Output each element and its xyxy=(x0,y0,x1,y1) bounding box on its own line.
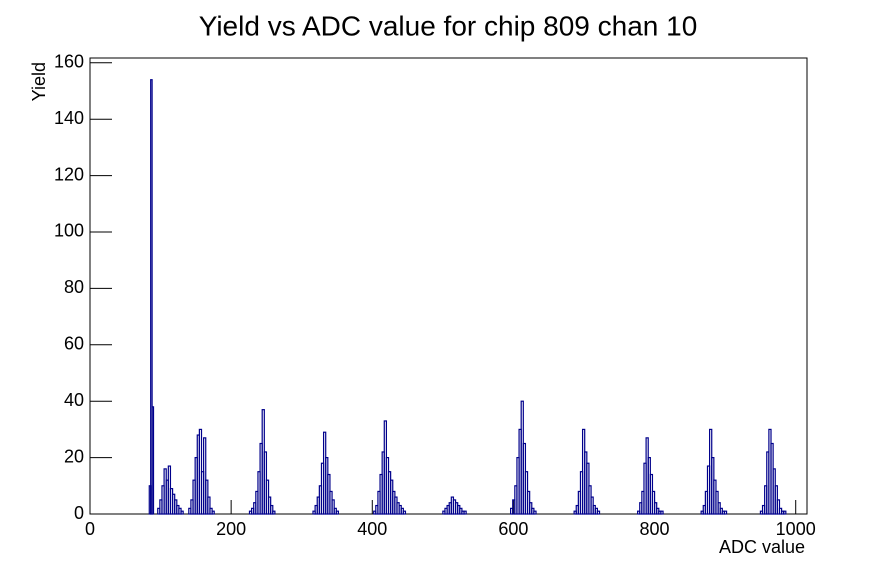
bar xyxy=(331,499,335,515)
x-tick-label: 600 xyxy=(498,519,528,539)
y-tick-label: 0 xyxy=(74,503,84,523)
x-axis-label: ADC value xyxy=(719,537,805,557)
x-tick-label: 800 xyxy=(640,519,670,539)
bar xyxy=(207,496,211,515)
bar xyxy=(151,406,155,515)
bar xyxy=(211,510,215,515)
bar xyxy=(783,510,787,515)
y-tick-label: 80 xyxy=(64,277,84,297)
y-axis-label: Yield xyxy=(29,62,49,101)
y-tick-label: 100 xyxy=(54,221,84,241)
bar xyxy=(180,510,184,515)
y-tick-label: 160 xyxy=(54,52,84,72)
y-tick-label: 40 xyxy=(64,390,84,410)
bar xyxy=(776,499,781,515)
bar xyxy=(203,437,207,515)
y-tick-label: 120 xyxy=(54,164,84,184)
bar xyxy=(270,504,274,515)
bar xyxy=(723,510,728,515)
x-tick-label: 1000 xyxy=(776,519,816,539)
bar xyxy=(463,510,467,515)
y-tick-label: 20 xyxy=(64,446,84,466)
bar xyxy=(402,510,407,515)
bar xyxy=(660,510,664,515)
bar xyxy=(272,510,276,515)
x-tick-label: 0 xyxy=(85,519,95,539)
y-tick-label: 140 xyxy=(54,108,84,128)
bar xyxy=(335,510,340,515)
bar xyxy=(150,79,153,515)
x-tick-label: 400 xyxy=(357,519,387,539)
bar xyxy=(533,510,537,515)
y-tick-label: 60 xyxy=(64,334,84,354)
x-tick-label: 200 xyxy=(216,519,246,539)
chart-title: Yield vs ADC value for chip 809 chan 10 xyxy=(199,10,698,41)
bar xyxy=(596,510,601,515)
